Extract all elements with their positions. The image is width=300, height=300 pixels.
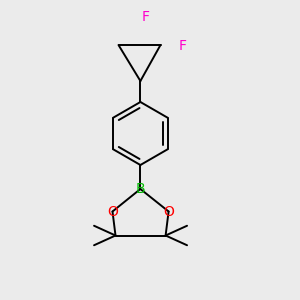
- Text: F: F: [178, 40, 187, 53]
- Text: B: B: [136, 182, 145, 196]
- Text: O: O: [107, 205, 118, 218]
- Text: F: F: [142, 10, 150, 24]
- Text: O: O: [163, 205, 174, 218]
